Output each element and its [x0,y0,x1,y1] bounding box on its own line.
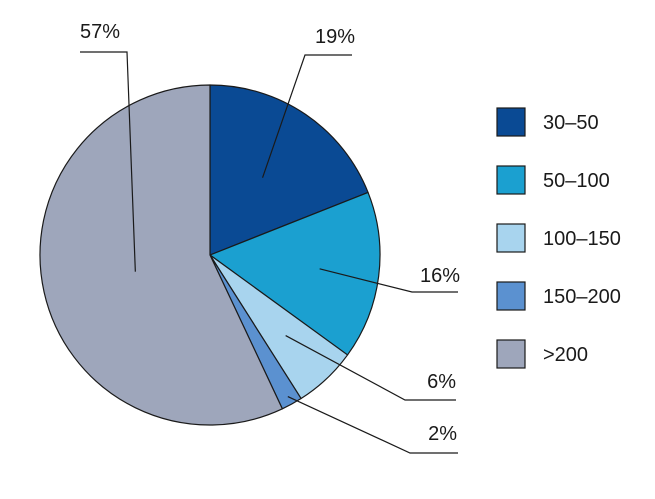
legend: 30–50 50–100 100–150 150–200 >200 [496,107,621,369]
legend-swatch-3 [496,223,526,253]
pie-slice-5 [39,84,283,426]
leader-lines [80,51,458,454]
data-label-5: 57% [80,21,120,43]
legend-swatch-4 [496,281,526,311]
legend-label-3: 100–150 [543,228,621,250]
legend-label-2: 50–100 [543,170,610,192]
data-label-4: 2% [428,423,457,445]
legend-label-5: >200 [543,344,588,366]
data-label-3: 6% [427,371,456,393]
legend-swatch-5 [496,339,526,369]
leader-line-1 [261,54,352,178]
leader-line-3 [285,335,456,401]
data-label-2: 16% [420,265,460,287]
leader-line-5 [80,51,136,272]
leader-line-4 [287,395,458,454]
data-labels: 19% 16% 6% 2% 57% [80,21,460,445]
leader-line-2 [319,268,458,293]
pie-slice-1 [209,84,369,256]
pie-slice-2 [209,191,381,356]
legend-label-4: 150–200 [543,286,621,308]
legend-swatch-1 [496,107,526,137]
legend-label-1: 30–50 [543,112,599,134]
data-label-1: 19% [315,26,355,48]
pie-slices [39,84,381,426]
legend-swatch-2 [496,165,526,195]
